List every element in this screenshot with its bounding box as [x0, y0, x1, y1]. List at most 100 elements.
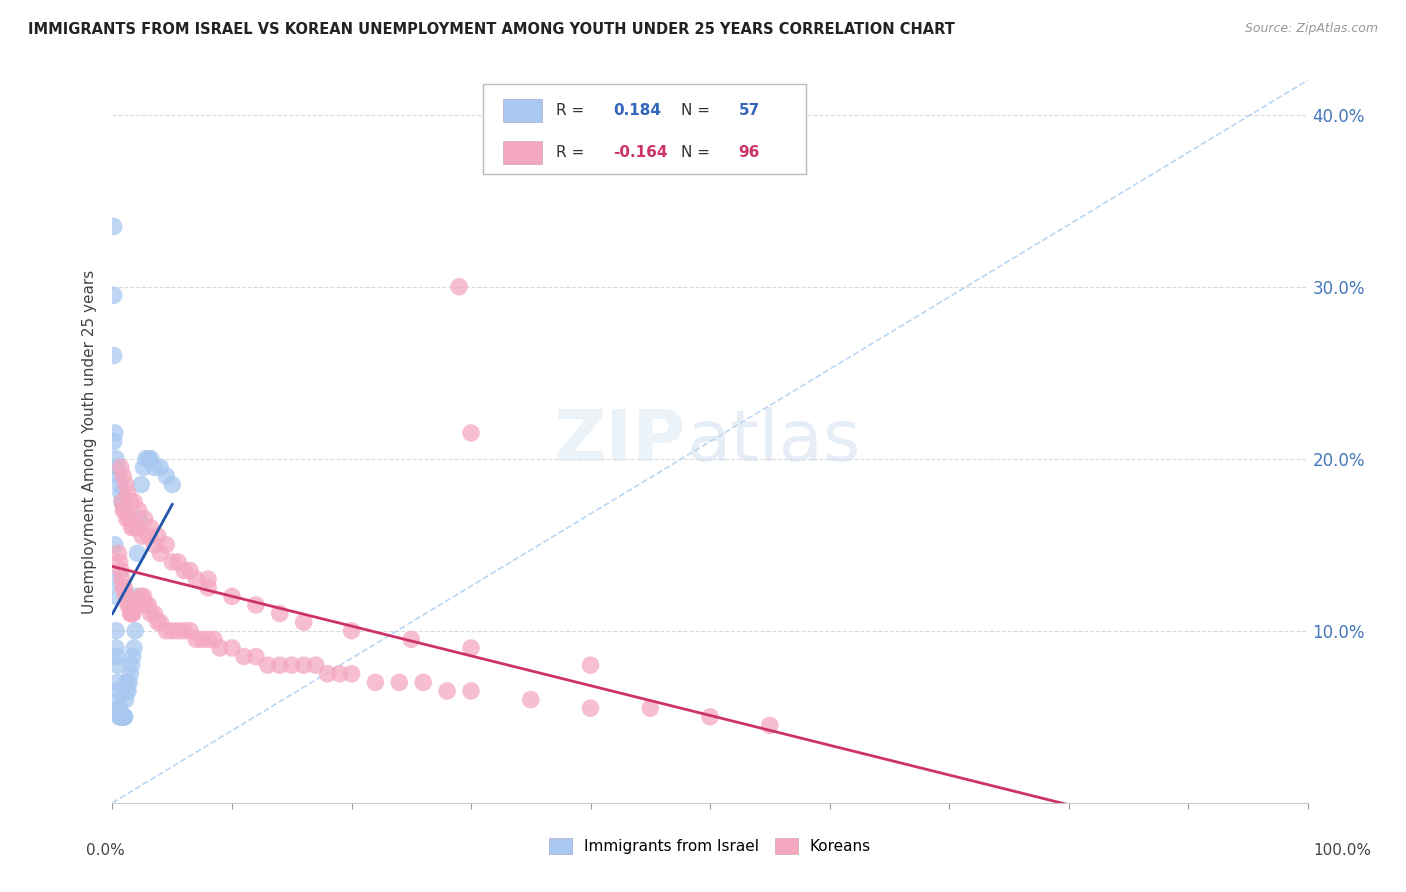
Point: [197, 572, 219, 586]
Point: [135, 451, 157, 466]
Point: [122, 598, 145, 612]
Point: [121, 658, 143, 673]
Point: [305, 658, 328, 673]
Text: 100.0%: 100.0%: [1313, 843, 1372, 858]
Point: [146, 615, 169, 630]
Point: [460, 425, 482, 440]
Point: [112, 503, 135, 517]
Point: [118, 675, 141, 690]
Point: [111, 572, 134, 586]
Point: [108, 701, 131, 715]
FancyBboxPatch shape: [503, 99, 541, 122]
Point: [167, 555, 190, 569]
Point: [269, 607, 291, 621]
Point: [103, 434, 125, 449]
Point: [221, 640, 243, 655]
Y-axis label: Unemployment Among Youth under 25 years: Unemployment Among Youth under 25 years: [82, 269, 97, 614]
Point: [134, 512, 156, 526]
Point: [149, 460, 172, 475]
Point: [149, 546, 172, 560]
Point: [110, 460, 132, 475]
Text: atlas: atlas: [686, 407, 860, 476]
Point: [155, 469, 177, 483]
Point: [105, 675, 128, 690]
Point: [114, 710, 135, 724]
Point: [139, 451, 162, 466]
Text: N =: N =: [682, 103, 716, 119]
Point: [138, 598, 160, 612]
Point: [114, 710, 135, 724]
Point: [221, 590, 243, 604]
Point: [107, 701, 129, 715]
Point: [233, 649, 256, 664]
Point: [132, 590, 155, 604]
Point: [108, 477, 131, 491]
Text: N =: N =: [682, 145, 716, 160]
Point: [105, 451, 128, 466]
Point: [105, 649, 128, 664]
Point: [105, 658, 128, 673]
Point: [105, 590, 128, 604]
Point: [245, 649, 267, 664]
Point: [197, 632, 219, 647]
Point: [186, 572, 208, 586]
Point: [191, 632, 214, 647]
Point: [115, 684, 138, 698]
Point: [186, 632, 208, 647]
Point: [579, 701, 602, 715]
Point: [162, 555, 183, 569]
Point: [179, 564, 201, 578]
Point: [579, 658, 602, 673]
Text: ZIP: ZIP: [554, 407, 686, 476]
Point: [114, 692, 136, 706]
Point: [143, 460, 166, 475]
Point: [115, 512, 138, 526]
Point: [699, 710, 721, 724]
Point: [110, 710, 132, 724]
Point: [340, 666, 363, 681]
Point: [111, 710, 134, 724]
Point: [114, 710, 135, 724]
Point: [118, 512, 141, 526]
Point: [139, 607, 162, 621]
Point: [125, 590, 148, 604]
Point: [107, 692, 129, 706]
Point: [121, 607, 143, 621]
Point: [122, 520, 145, 534]
Point: [122, 640, 145, 655]
FancyBboxPatch shape: [484, 84, 806, 174]
Point: [112, 581, 135, 595]
Point: [114, 503, 135, 517]
Text: 0.184: 0.184: [613, 103, 661, 119]
Point: [121, 649, 143, 664]
Point: [202, 632, 225, 647]
Text: 0.0%: 0.0%: [86, 843, 125, 858]
Point: [329, 666, 352, 681]
Point: [112, 469, 135, 483]
Point: [149, 615, 172, 630]
Point: [143, 538, 166, 552]
Point: [104, 425, 127, 440]
Text: R =: R =: [555, 145, 589, 160]
Point: [128, 598, 150, 612]
Point: [460, 640, 482, 655]
Text: 57: 57: [738, 103, 761, 119]
Point: [135, 598, 157, 612]
Point: [105, 624, 128, 638]
Point: [173, 564, 195, 578]
Point: [107, 469, 129, 483]
Point: [103, 219, 125, 234]
Point: [640, 701, 662, 715]
Point: [131, 529, 153, 543]
Point: [104, 538, 127, 552]
Point: [209, 640, 232, 655]
Point: [114, 581, 135, 595]
FancyBboxPatch shape: [503, 141, 541, 164]
Point: [759, 718, 782, 732]
Text: 96: 96: [738, 145, 761, 160]
Point: [118, 598, 141, 612]
Point: [110, 486, 132, 500]
Point: [103, 349, 125, 363]
Point: [197, 581, 219, 595]
Point: [107, 684, 129, 698]
